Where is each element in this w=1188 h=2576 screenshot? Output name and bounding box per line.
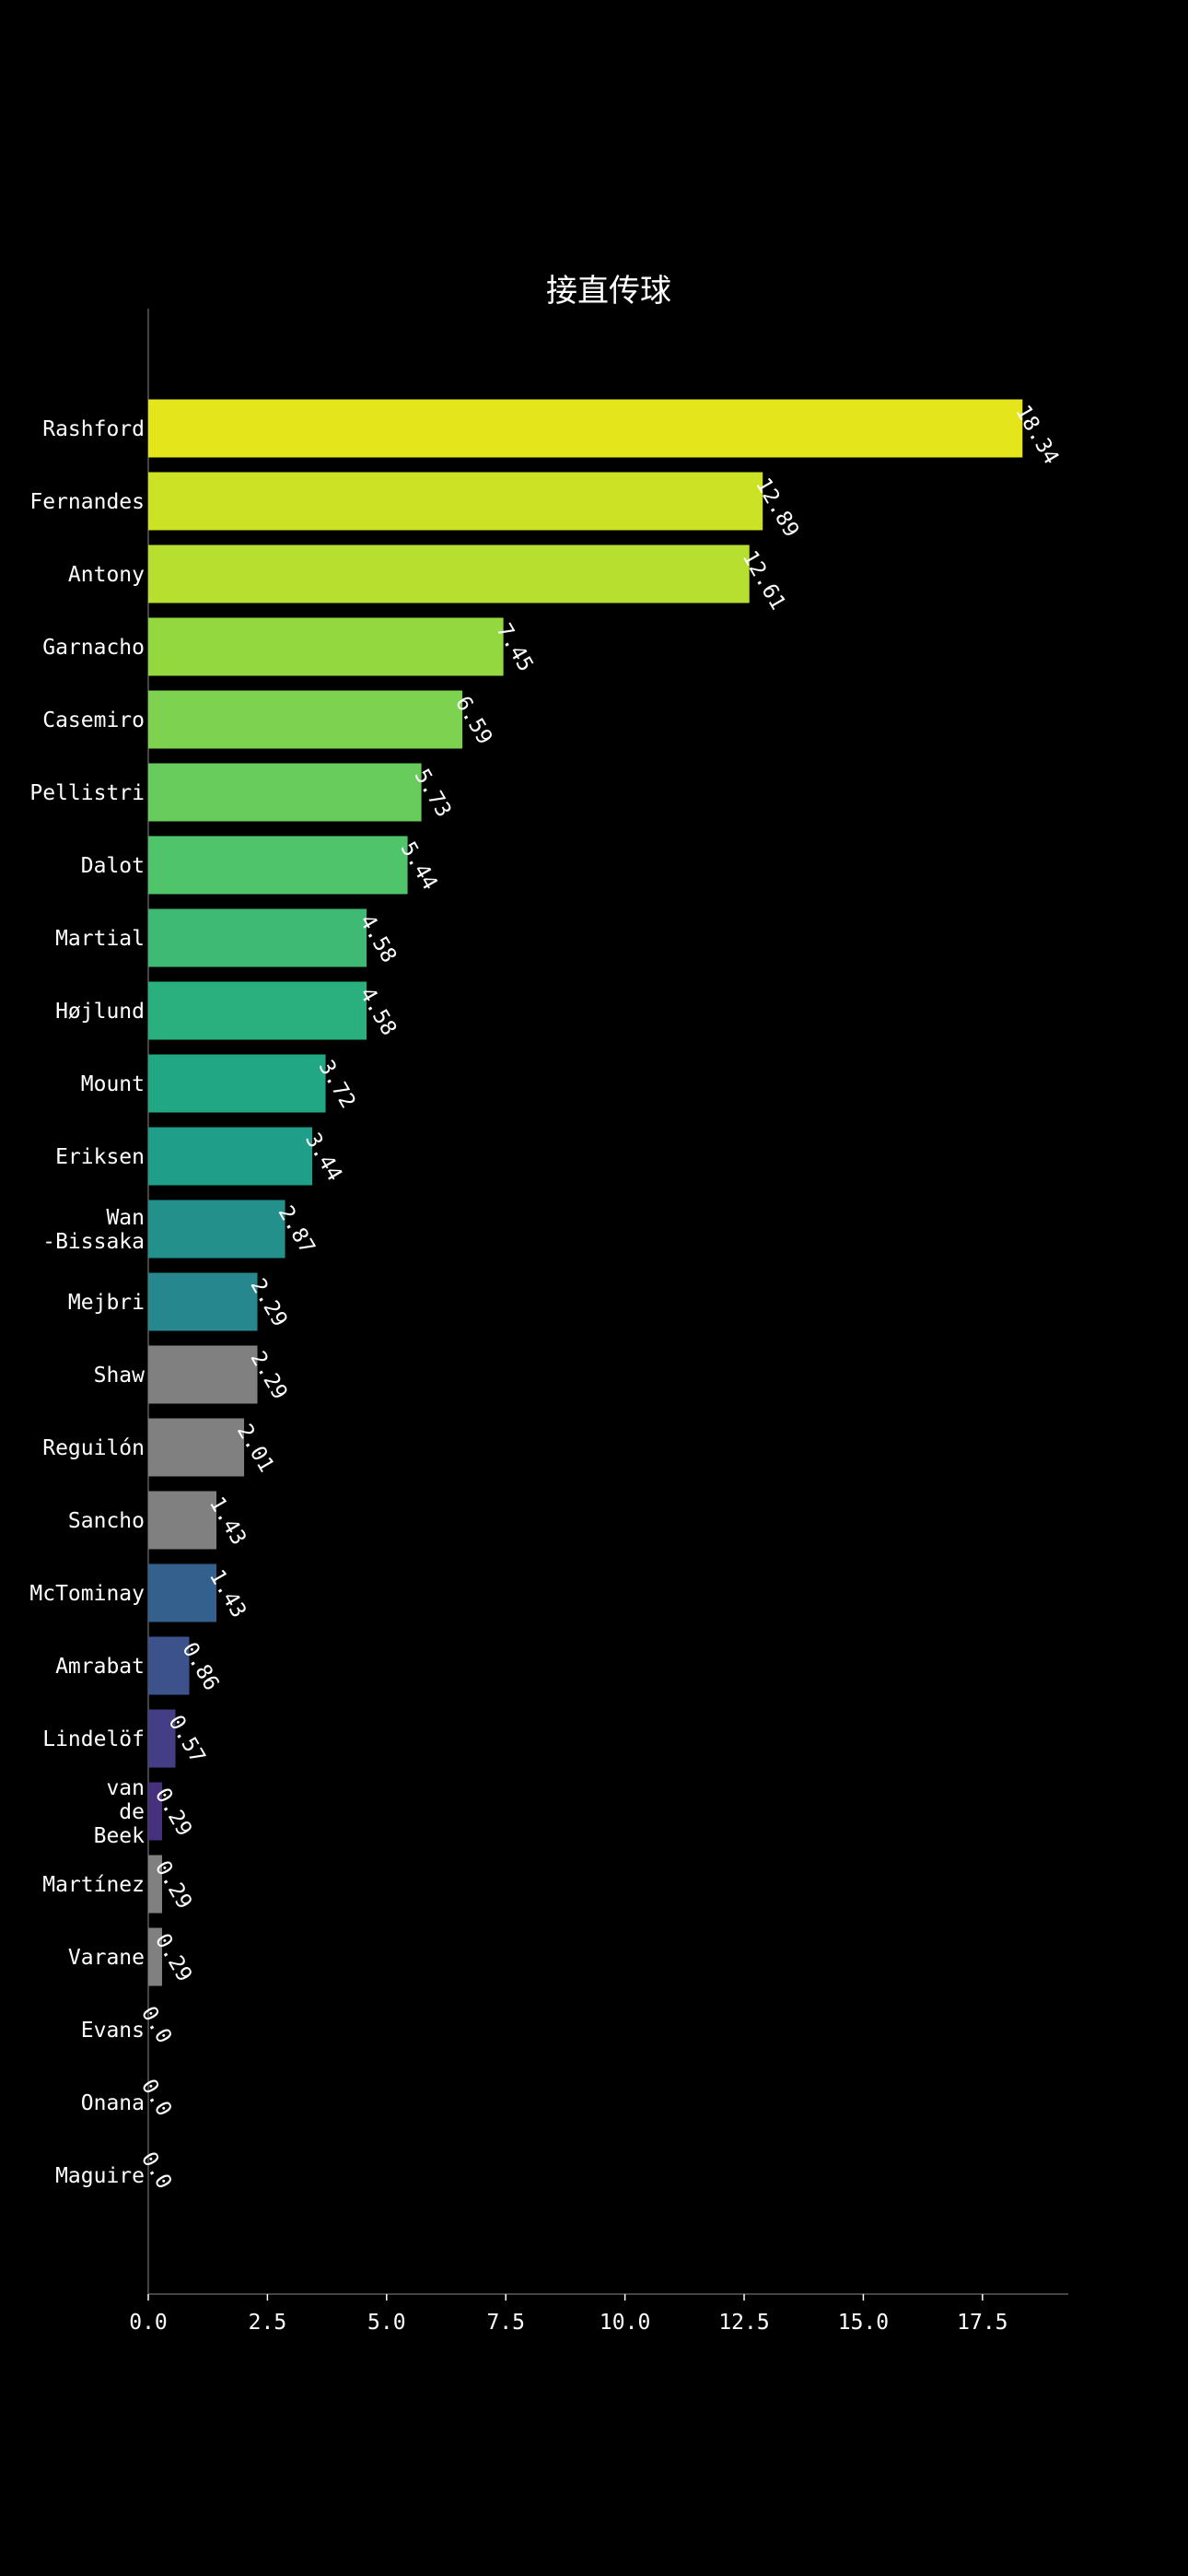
category-label: van de Beek bbox=[94, 1776, 146, 1848]
category-label: McTominay bbox=[29, 1582, 145, 1606]
category-label: Garnacho bbox=[42, 636, 145, 660]
category-label: Casemiro bbox=[42, 708, 145, 732]
category-label: Sancho bbox=[68, 1509, 145, 1533]
x-ticks-group: 0.0 2.5 5.0 7.5 10.0 12.5 15.0 17.5 bbox=[129, 2294, 1008, 2335]
x-tick-label: 17.5 bbox=[957, 2311, 1007, 2335]
bar bbox=[148, 1054, 326, 1113]
category-label: Onana bbox=[81, 2091, 145, 2115]
x-tick-label: 10.0 bbox=[600, 2311, 650, 2335]
x-tick-label: 7.5 bbox=[486, 2311, 525, 2335]
bar bbox=[148, 1709, 176, 1768]
category-label: Dalot bbox=[81, 854, 145, 878]
bar bbox=[148, 908, 367, 967]
category-label: Wan -Bissaka bbox=[42, 1206, 145, 1254]
x-tick-label: 5.0 bbox=[367, 2311, 406, 2335]
bar bbox=[148, 763, 422, 822]
bar bbox=[148, 1563, 217, 1622]
category-label: Mejbri bbox=[68, 1291, 145, 1315]
category-label: Mount bbox=[81, 1072, 145, 1096]
chart-title: 接直传球 bbox=[546, 273, 671, 310]
category-label: Amrabat bbox=[55, 1655, 145, 1679]
bar bbox=[148, 399, 1023, 458]
bar bbox=[148, 1855, 163, 1914]
bar bbox=[148, 1127, 313, 1186]
bar bbox=[148, 1418, 245, 1477]
bar bbox=[148, 472, 763, 531]
bar bbox=[148, 981, 367, 1040]
category-label: Fernandes bbox=[29, 490, 145, 514]
bar bbox=[148, 1345, 258, 1404]
category-label: Pellistri bbox=[29, 781, 145, 805]
bar bbox=[148, 1200, 285, 1259]
category-label: Antony bbox=[68, 563, 145, 587]
category-label: Varane bbox=[68, 1946, 145, 1970]
category-label: Reguilón bbox=[42, 1436, 145, 1460]
category-label: Martínez bbox=[42, 1873, 145, 1897]
category-label: Eriksen bbox=[55, 1145, 145, 1169]
x-tick-label: 0.0 bbox=[129, 2311, 168, 2335]
category-label: Shaw bbox=[94, 1364, 146, 1388]
bar bbox=[148, 617, 504, 676]
category-label: Martial bbox=[55, 927, 145, 951]
bar bbox=[148, 690, 463, 749]
x-tick-label: 12.5 bbox=[718, 2311, 769, 2335]
category-label: Evans bbox=[81, 2019, 145, 2043]
bar bbox=[148, 1491, 217, 1550]
category-label: Højlund bbox=[55, 1000, 145, 1024]
x-tick-label: 15.0 bbox=[838, 2311, 889, 2335]
bar bbox=[148, 544, 750, 603]
bar bbox=[148, 1927, 163, 1986]
bar bbox=[148, 836, 408, 895]
x-tick-label: 2.5 bbox=[249, 2311, 287, 2335]
category-label: Rashford bbox=[42, 417, 145, 441]
bar bbox=[148, 1782, 163, 1841]
category-label: Maguire bbox=[55, 2164, 145, 2188]
category-label: Lindelöf bbox=[42, 1727, 145, 1751]
bar bbox=[148, 1272, 258, 1331]
bar bbox=[148, 1636, 190, 1695]
